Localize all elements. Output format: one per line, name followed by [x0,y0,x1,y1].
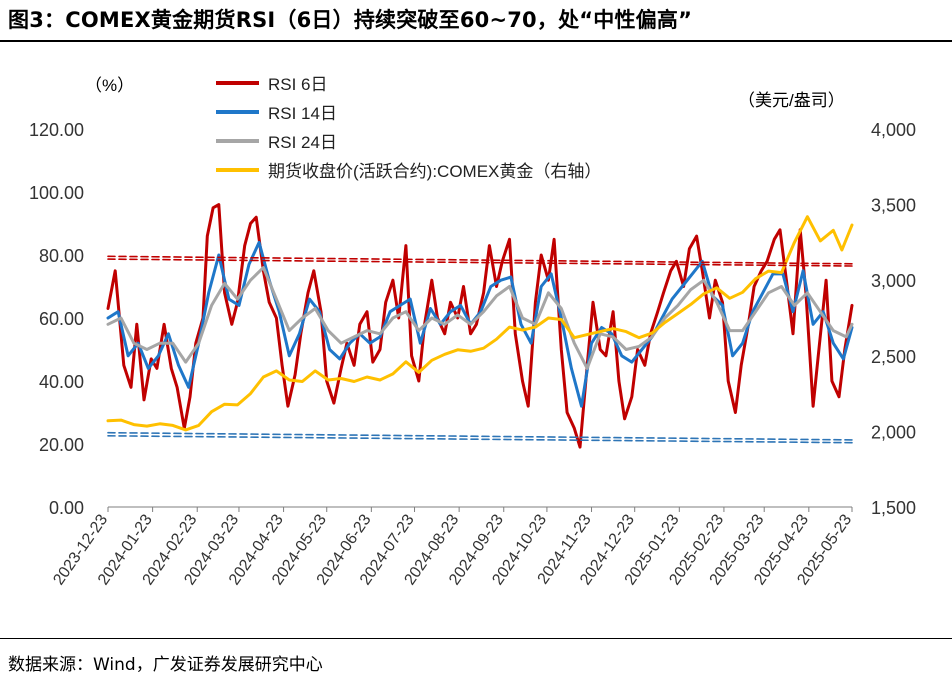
left-tick-label: 120.00 [29,120,84,140]
series-line-rsi-14 [106,240,854,408]
left-tick-label: 40.00 [39,372,84,392]
right-tick-label: 1,500 [871,498,916,518]
right-tick-label: 2,500 [871,347,916,367]
right-tick-label: 4,000 [871,120,916,140]
left-tick-label: 0.00 [49,498,84,518]
rsi-gold-chart: （%） （美元/盎司） 120.00 100.00 80.00 60.00 40.00 20.… [29,75,916,588]
right-tick-label: 3,000 [871,271,916,291]
title-rule [0,40,952,42]
series-line-rsi-6 [106,203,854,449]
left-tick-label: 20.00 [39,435,84,455]
threshold-dashed-line [107,258,853,267]
threshold-dashed-line [107,431,853,441]
threshold-dashed-line [107,435,853,444]
series-layer [106,203,854,449]
left-tick-label: 80.00 [39,246,84,266]
right-axis-unit: （美元/盎司） [738,91,845,110]
series-line-gold-price [106,215,854,432]
legend-label: RSI 24日 [268,133,337,152]
legend: RSI 6日 RSI 14日 RSI 24日期货收盘价(活跃合约):COMEX黄金（… [216,75,601,181]
figure-title: 图3：COMEX黄金期货RSI（6日）持续突破至60~70，处“中性偏高” [8,8,693,32]
left-tick-label: 60.00 [39,309,84,329]
source-rule [0,638,952,639]
source-note: 数据来源：Wind，广发证券发展研究中心 [8,655,323,675]
legend-label: 期货收盘价(活跃合约):COMEX黄金（右轴） [268,162,601,181]
left-axis-unit: （%） [85,76,134,95]
threshold-dashed-line [107,255,853,265]
left-tick-label: 100.00 [29,183,84,203]
legend-label: RSI 14日 [268,104,337,123]
right-tick-label: 3,500 [871,196,916,216]
right-tick-label: 2,000 [871,422,916,442]
series-line-rsi-24 [106,266,854,370]
legend-label: RSI 6日 [268,75,328,94]
